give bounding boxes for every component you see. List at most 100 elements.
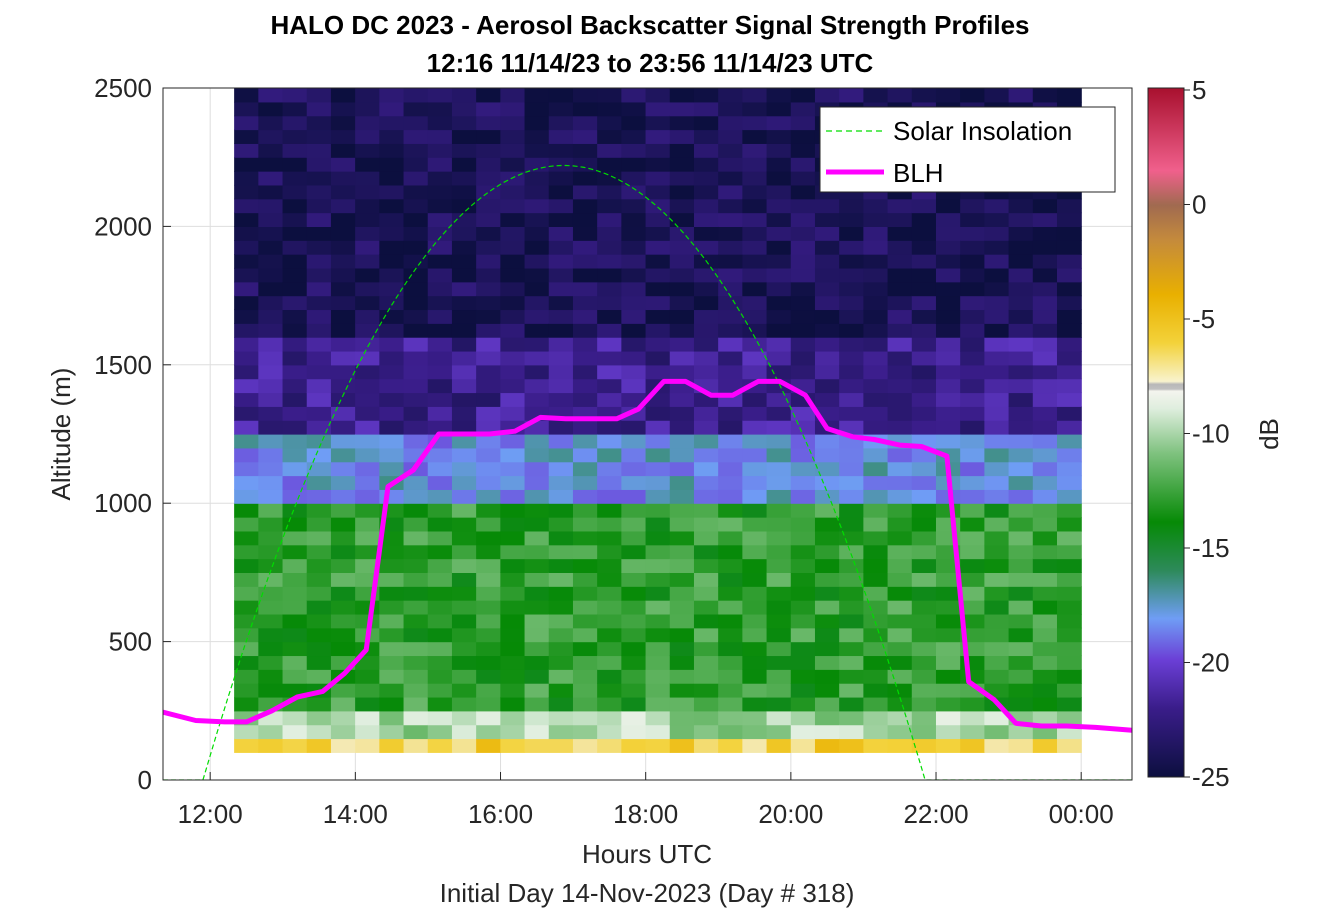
heatmap-cell <box>1008 461 1034 477</box>
heatmap-cell <box>355 309 380 324</box>
heatmap-cell <box>524 558 550 573</box>
heatmap-cell <box>669 461 695 477</box>
heatmap-cell <box>814 461 840 477</box>
heatmap-cell <box>1032 572 1058 587</box>
heatmap-cell <box>1008 724 1034 740</box>
heatmap-cell <box>1056 212 1082 227</box>
heatmap-cell <box>645 323 671 338</box>
heatmap-cell <box>984 447 1010 463</box>
heatmap-cell <box>476 544 501 560</box>
heatmap-cell <box>839 254 864 269</box>
colorbar-tick-label: 0 <box>1192 190 1206 220</box>
heatmap-cell <box>572 350 598 366</box>
heatmap-cell <box>814 212 840 227</box>
heatmap-cell <box>282 530 308 546</box>
heatmap-cell <box>863 378 889 394</box>
heatmap-cell <box>548 364 574 380</box>
heatmap-cell <box>234 738 259 753</box>
heatmap-cell <box>693 212 719 227</box>
heatmap-cell <box>282 517 308 532</box>
heatmap-cell <box>766 489 792 504</box>
heatmap-cell <box>742 392 768 407</box>
heatmap-cell <box>597 212 622 227</box>
heatmap-cell <box>766 350 792 366</box>
heatmap-cell <box>258 475 284 490</box>
heatmap-cell <box>258 254 284 269</box>
heatmap-cell <box>1008 212 1034 227</box>
heatmap-cell <box>597 392 622 407</box>
heatmap-cell <box>669 281 695 297</box>
heatmap-cell <box>330 530 356 546</box>
heatmap-cell <box>742 295 768 311</box>
heatmap-cell <box>863 710 889 726</box>
heatmap-cell <box>403 572 429 587</box>
heatmap-cell <box>790 309 816 324</box>
heatmap-cell <box>742 364 768 380</box>
heatmap-cell <box>814 600 840 615</box>
heatmap-cell <box>524 475 550 490</box>
heatmap-cell <box>960 295 985 311</box>
heatmap-cell <box>693 434 719 449</box>
heatmap-cell <box>742 475 768 490</box>
heatmap-cell <box>935 738 961 753</box>
heatmap-cell <box>960 696 985 712</box>
heatmap-cell <box>669 157 695 172</box>
heatmap-cell <box>645 115 671 131</box>
heatmap-cell <box>1032 281 1058 297</box>
heatmap-cell <box>935 655 961 670</box>
heatmap-cell <box>451 323 477 338</box>
heatmap-cell <box>572 738 598 753</box>
heatmap-cell <box>330 281 356 297</box>
heatmap-cell <box>1056 710 1082 726</box>
heatmap-cell <box>500 627 526 643</box>
heatmap-cell <box>863 669 889 684</box>
heatmap-cell <box>355 143 380 158</box>
heatmap-cell <box>427 461 453 477</box>
heatmap-cell <box>476 392 501 407</box>
heatmap-cell <box>330 184 356 200</box>
heatmap-cell <box>669 392 695 407</box>
heatmap-cell <box>742 267 768 283</box>
heatmap-cell <box>597 669 622 684</box>
heatmap-cell <box>742 696 768 712</box>
heatmap-cell <box>258 88 284 103</box>
heatmap-cell <box>282 198 308 214</box>
plot-frame <box>162 87 1133 781</box>
heatmap-cell <box>379 254 405 269</box>
heatmap-cell <box>742 683 768 698</box>
heatmap-cell <box>330 627 356 643</box>
heatmap-cell <box>984 309 1010 324</box>
heatmap-cell <box>451 503 477 518</box>
heatmap-cell <box>984 669 1010 684</box>
y-tick-label: 2500 <box>94 73 152 103</box>
heatmap-cell <box>379 406 405 421</box>
heatmap-cell <box>669 475 695 490</box>
heatmap-cell <box>548 281 574 297</box>
heatmap-cell <box>887 586 913 601</box>
heatmap-cell <box>839 475 864 490</box>
heatmap-cell <box>693 88 719 103</box>
heatmap-cell <box>718 337 743 352</box>
heatmap-cell <box>572 627 598 643</box>
heatmap-cell <box>330 586 356 601</box>
heatmap-cell <box>766 157 792 172</box>
heatmap-cell <box>960 586 985 601</box>
heatmap-cell <box>718 530 743 546</box>
heatmap-cell <box>960 378 985 394</box>
heatmap-cell <box>790 254 816 269</box>
heatmap-cell <box>693 420 719 435</box>
heatmap-cell <box>572 101 598 117</box>
heatmap-cell <box>621 586 647 601</box>
heatmap-cell <box>234 378 259 394</box>
heatmap-cell <box>814 337 840 352</box>
heatmap-cell <box>790 586 816 601</box>
heatmap-cell <box>451 88 477 103</box>
heatmap-cell <box>984 530 1010 546</box>
heatmap-cell <box>645 420 671 435</box>
heatmap-cell <box>597 295 622 311</box>
heatmap-cell <box>282 350 308 366</box>
heatmap-cell <box>548 198 574 214</box>
heatmap-cell <box>306 447 332 463</box>
heatmap-cell <box>887 88 913 103</box>
heatmap-cell <box>500 157 526 172</box>
